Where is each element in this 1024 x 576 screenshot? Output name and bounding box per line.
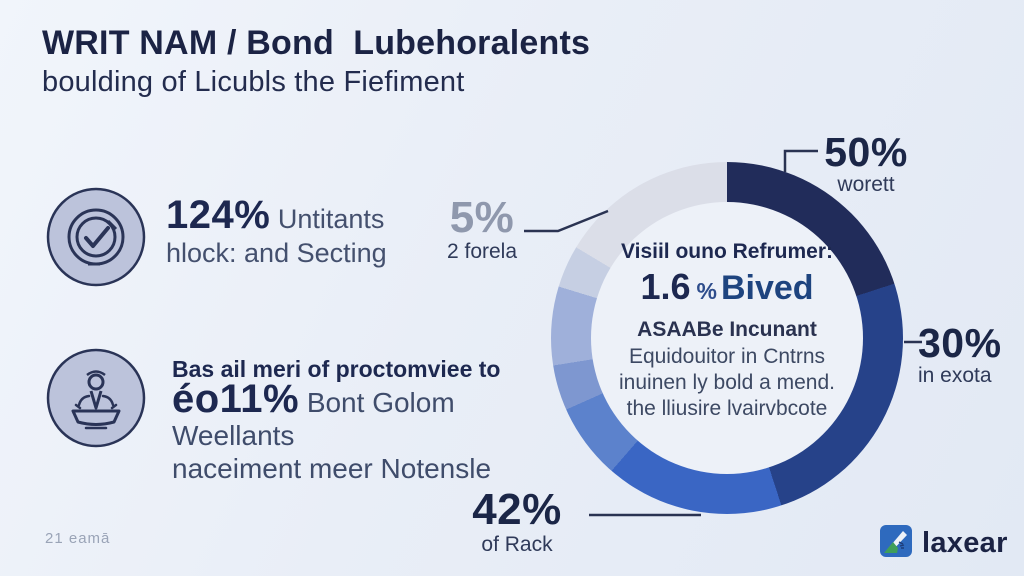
page-subtitle: boulding of Licubls the Fiefiment — [42, 66, 465, 98]
stat-1-subline: hlock: and Secting — [166, 238, 387, 268]
callout-42: 42% of Rack — [452, 487, 582, 557]
podium-person-icon — [46, 348, 146, 448]
stat-1-value: 124% — [166, 193, 271, 237]
callout-42-value: 42% — [472, 485, 562, 534]
stat-2-headline: éo11% Bont Golom Weellants — [172, 379, 562, 452]
brand-logo: laxear — [880, 525, 1008, 562]
stat-1-label: Untitants — [277, 204, 385, 234]
donut-center-title: Visiil ouno Refrumer: — [621, 240, 833, 263]
callout-30-value: 30% — [918, 320, 1002, 366]
percent-sign: % — [696, 278, 717, 304]
logo-mark-icon — [880, 525, 912, 562]
stat-2-subline: naceiment meer Notensle — [172, 453, 492, 484]
callout-30: 30% in exota — [914, 322, 1018, 388]
donut-center-line-1: Equidouitor in Cntrns — [628, 345, 826, 368]
callout-5-caption: 2 forela — [446, 240, 518, 263]
callout-50-value: 50% — [824, 129, 908, 175]
stat-2-lead: Bas ail meri of proctomviee to — [172, 356, 501, 382]
stat-1-headline: 124% Untitants — [166, 195, 526, 236]
page-note: 21 eamā — [45, 530, 111, 547]
callout-42-caption: of Rack — [481, 533, 553, 556]
callout-50-caption: worett — [837, 173, 895, 196]
logo-text: laxear — [922, 527, 1008, 559]
callout-5: 5% 2 forela — [436, 196, 528, 264]
donut-center-value: 1.6 — [640, 266, 691, 307]
stat-2-value: éo11% — [172, 377, 300, 421]
donut-center-line-3: the lliusire lvairvbcote — [626, 397, 828, 420]
stat-block-1: 124% Untitants hlock: and Secting — [166, 195, 526, 270]
page-title: WRIT NAM / Bond Lubehoralents — [42, 24, 591, 62]
donut-chart-center: Visiil ouno Refrumer: 1.6% Bived ASAABe I… — [591, 202, 863, 474]
donut-center-value-word: Bived — [720, 269, 814, 307]
leader-line-50 — [783, 149, 818, 172]
stat-2-label: Bont Golom Weellants — [172, 387, 455, 451]
stat-block-2: Bas ail meri of proctomviee to éo11% Bon… — [172, 356, 562, 485]
callout-5-value: 5% — [449, 193, 515, 242]
callout-50: 50% worett — [818, 131, 914, 197]
callout-30-caption: in exota — [918, 364, 992, 387]
donut-center-line-2: inuinen ly bold a mend. — [619, 371, 835, 394]
donut-center-value-row: 1.6% Bived — [640, 266, 813, 308]
donut-center-subtitle: ASAABe Incunant — [637, 318, 817, 341]
check-badge-icon — [46, 187, 146, 287]
